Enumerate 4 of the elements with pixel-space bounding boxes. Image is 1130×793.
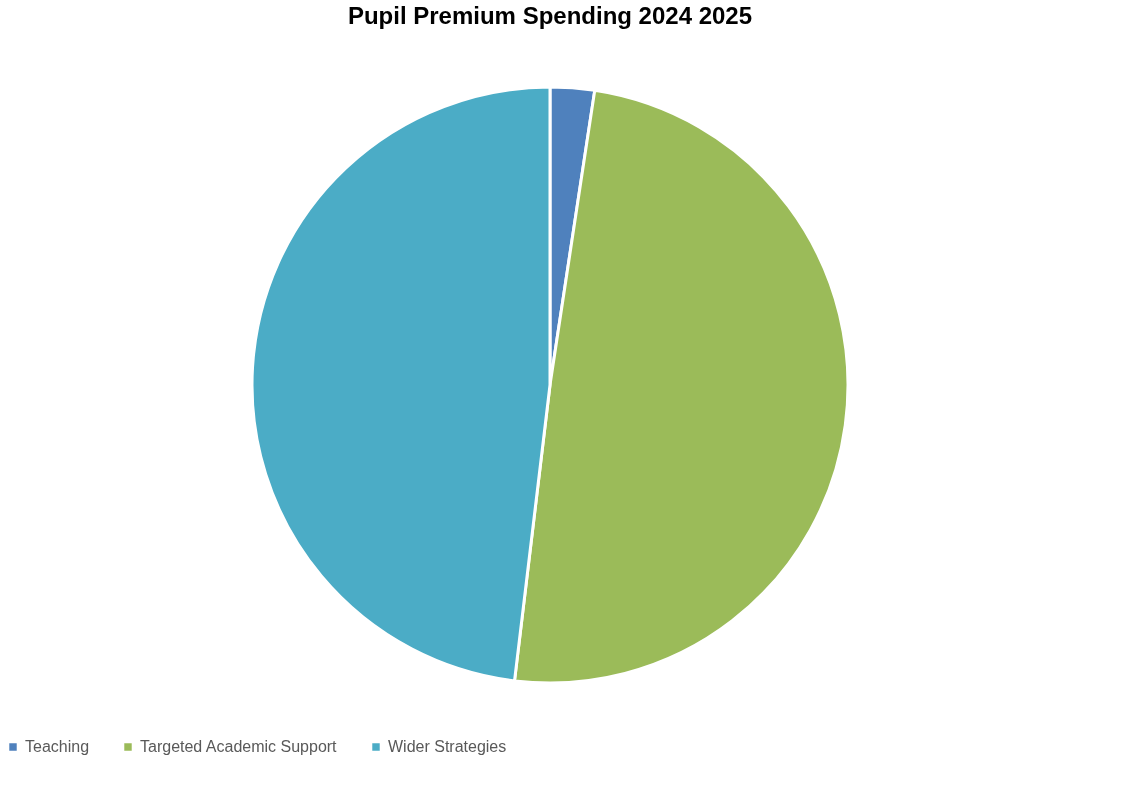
legend-label: Teaching [25, 738, 90, 755]
chart-title: Pupil Premium Spending 2024 2025 [347, 2, 753, 29]
legend-label: Wider Strategies [388, 738, 507, 755]
legend-label: Targeted Academic Support [140, 738, 338, 755]
